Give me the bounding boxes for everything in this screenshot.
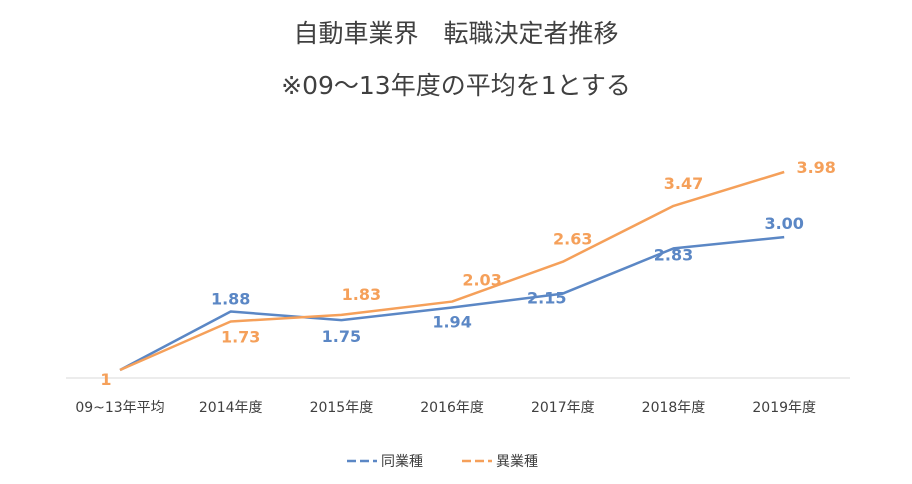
data-labels: 1.88 1.75 1.94 2.15 2.83 3.00 1 1.73 1.83 2.03 2.6…	[100, 158, 836, 389]
data-label: 3.00	[764, 214, 803, 233]
chart-title: 自動車業界 転職決定者推移	[293, 19, 618, 48]
data-label: 2.83	[654, 245, 693, 264]
data-label: 1	[100, 370, 111, 389]
series-lines	[119, 170, 785, 372]
data-label: 1.73	[221, 327, 260, 346]
data-label: 3.47	[664, 174, 703, 193]
data-label: 2.03	[462, 271, 501, 290]
data-label: 2.15	[527, 289, 566, 308]
data-label: 1.94	[432, 313, 471, 332]
data-label: 1.88	[211, 290, 250, 309]
series-line-0	[119, 235, 785, 372]
x-tick-label: 09~13年平均	[75, 400, 164, 416]
x-tick-label: 2016年度	[420, 400, 484, 416]
x-axis-ticks: 09~13年平均 2014年度 2015年度 2016年度 2017年度 2018年度 20…	[75, 400, 816, 416]
legend: 同業種 異業種	[347, 454, 538, 470]
data-label: 1.75	[322, 327, 361, 346]
data-label: 2.63	[553, 230, 592, 249]
data-label: 1.83	[342, 285, 381, 304]
x-tick-label: 2017年度	[531, 400, 595, 416]
x-tick-label: 2014年度	[199, 400, 263, 416]
chart-subtitle: ※09～13年度の平均を1とする	[281, 71, 631, 100]
x-tick-label: 2019年度	[752, 400, 816, 416]
legend-label: 異業種	[496, 454, 538, 470]
x-tick-label: 2015年度	[310, 400, 374, 416]
series-line-1	[119, 170, 785, 372]
x-tick-label: 2018年度	[642, 400, 706, 416]
data-label: 3.98	[796, 158, 835, 177]
legend-label: 同業種	[381, 454, 423, 470]
